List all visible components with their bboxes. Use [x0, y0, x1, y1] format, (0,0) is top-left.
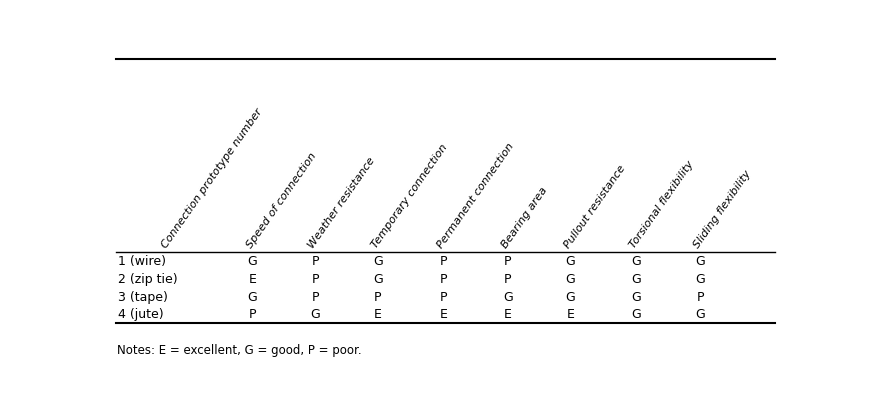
- Text: E: E: [374, 308, 382, 321]
- Text: G: G: [696, 254, 705, 267]
- Text: Speed of connection: Speed of connection: [244, 151, 318, 249]
- Text: 3 (tape): 3 (tape): [119, 290, 168, 303]
- Text: G: G: [248, 290, 257, 303]
- Text: Notes: E = excellent, G = good, P = poor.: Notes: E = excellent, G = good, P = poor…: [117, 343, 362, 356]
- Text: G: G: [503, 290, 513, 303]
- Text: P: P: [249, 308, 256, 321]
- Text: P: P: [311, 272, 319, 285]
- Text: Connection prototype number: Connection prototype number: [160, 107, 264, 249]
- Text: P: P: [504, 254, 512, 267]
- Text: G: G: [372, 272, 383, 285]
- Text: P: P: [374, 290, 381, 303]
- Text: 1 (wire): 1 (wire): [119, 254, 167, 267]
- Text: P: P: [311, 254, 319, 267]
- Text: G: G: [248, 254, 257, 267]
- Text: E: E: [439, 308, 447, 321]
- Text: G: G: [565, 254, 576, 267]
- Text: P: P: [439, 272, 447, 285]
- Text: G: G: [696, 272, 705, 285]
- Text: Sliding flexibility: Sliding flexibility: [692, 169, 753, 249]
- Text: Bearing area: Bearing area: [500, 185, 549, 249]
- Text: Permanent connection: Permanent connection: [435, 141, 515, 249]
- Text: G: G: [372, 254, 383, 267]
- Text: G: G: [565, 272, 576, 285]
- Text: P: P: [439, 290, 447, 303]
- Text: Torsional flexibility: Torsional flexibility: [628, 159, 696, 249]
- Text: G: G: [310, 308, 320, 321]
- Text: 4 (jute): 4 (jute): [119, 308, 164, 321]
- Text: 2 (zip tie): 2 (zip tie): [119, 272, 178, 285]
- Text: P: P: [504, 272, 512, 285]
- Text: G: G: [631, 290, 641, 303]
- Text: E: E: [249, 272, 256, 285]
- Text: G: G: [631, 272, 641, 285]
- Text: P: P: [311, 290, 319, 303]
- Text: Pullout resistance: Pullout resistance: [562, 163, 627, 249]
- Text: E: E: [504, 308, 512, 321]
- Text: P: P: [439, 254, 447, 267]
- Text: G: G: [696, 308, 705, 321]
- Text: E: E: [566, 308, 574, 321]
- Text: P: P: [697, 290, 704, 303]
- Text: G: G: [565, 290, 576, 303]
- Text: Temporary connection: Temporary connection: [370, 142, 449, 249]
- Text: G: G: [631, 308, 641, 321]
- Text: Weather resistance: Weather resistance: [307, 155, 378, 249]
- Text: G: G: [631, 254, 641, 267]
